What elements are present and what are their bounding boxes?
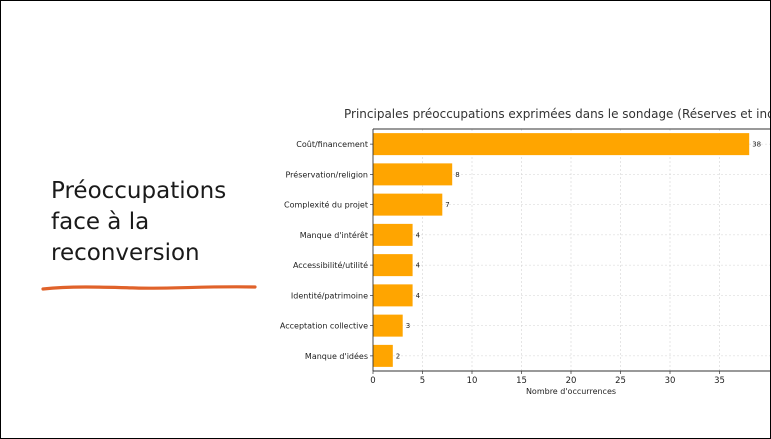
category-label-4: Accessibilité/utilité bbox=[293, 260, 368, 270]
bar-1 bbox=[373, 163, 453, 186]
x-tick-label-35: 35 bbox=[714, 376, 725, 386]
slide-title: Préoccupations face à la reconversion bbox=[51, 176, 271, 269]
slide-title-line-3: reconversion bbox=[51, 240, 200, 266]
bar-0 bbox=[373, 133, 750, 156]
axes bbox=[370, 128, 770, 374]
category-label-0: Coût/financement bbox=[296, 140, 368, 149]
value-label-2: 7 bbox=[445, 201, 449, 209]
value-label-6: 3 bbox=[406, 322, 410, 330]
value-label-0: 38 bbox=[752, 141, 761, 149]
value-label-7: 2 bbox=[396, 352, 400, 360]
title-underline-stroke bbox=[41, 285, 257, 291]
bar-6 bbox=[373, 314, 403, 337]
value-label-3: 4 bbox=[416, 231, 421, 239]
x-tick-label-25: 25 bbox=[615, 376, 626, 386]
category-label-5: Identité/patrimoine bbox=[291, 290, 368, 300]
x-tick-label-5: 5 bbox=[420, 376, 425, 386]
category-label-1: Préservation/religion bbox=[286, 169, 369, 179]
x-tick-label-10: 10 bbox=[467, 376, 478, 386]
value-label-1: 8 bbox=[455, 171, 459, 179]
bar-5 bbox=[373, 284, 413, 307]
bar-3 bbox=[373, 223, 413, 246]
value-label-4: 4 bbox=[416, 262, 421, 270]
slide-title-line-2: face à la bbox=[51, 209, 150, 235]
bar-7 bbox=[373, 344, 393, 367]
chart-title: Principales préoccupations exprimées dan… bbox=[344, 107, 770, 121]
category-label-2: Complexité du projet bbox=[284, 200, 368, 210]
x-tick-label-20: 20 bbox=[566, 376, 577, 386]
category-label-6: Acceptation collective bbox=[280, 322, 368, 331]
x-axis-label: Nombre d'occurrences bbox=[526, 387, 616, 396]
category-label-7: Manque d'idées bbox=[305, 351, 368, 361]
x-tick-label-15: 15 bbox=[516, 376, 527, 386]
category-label-3: Manque d'intérêt bbox=[300, 230, 368, 240]
bar-2 bbox=[373, 193, 443, 216]
value-label-5: 4 bbox=[416, 292, 421, 300]
slide-title-line-1: Préoccupations bbox=[51, 178, 227, 204]
bars bbox=[373, 133, 750, 367]
bar-4 bbox=[373, 254, 413, 277]
x-tick-label-30: 30 bbox=[665, 376, 676, 386]
x-tick-label-0: 0 bbox=[370, 376, 375, 386]
